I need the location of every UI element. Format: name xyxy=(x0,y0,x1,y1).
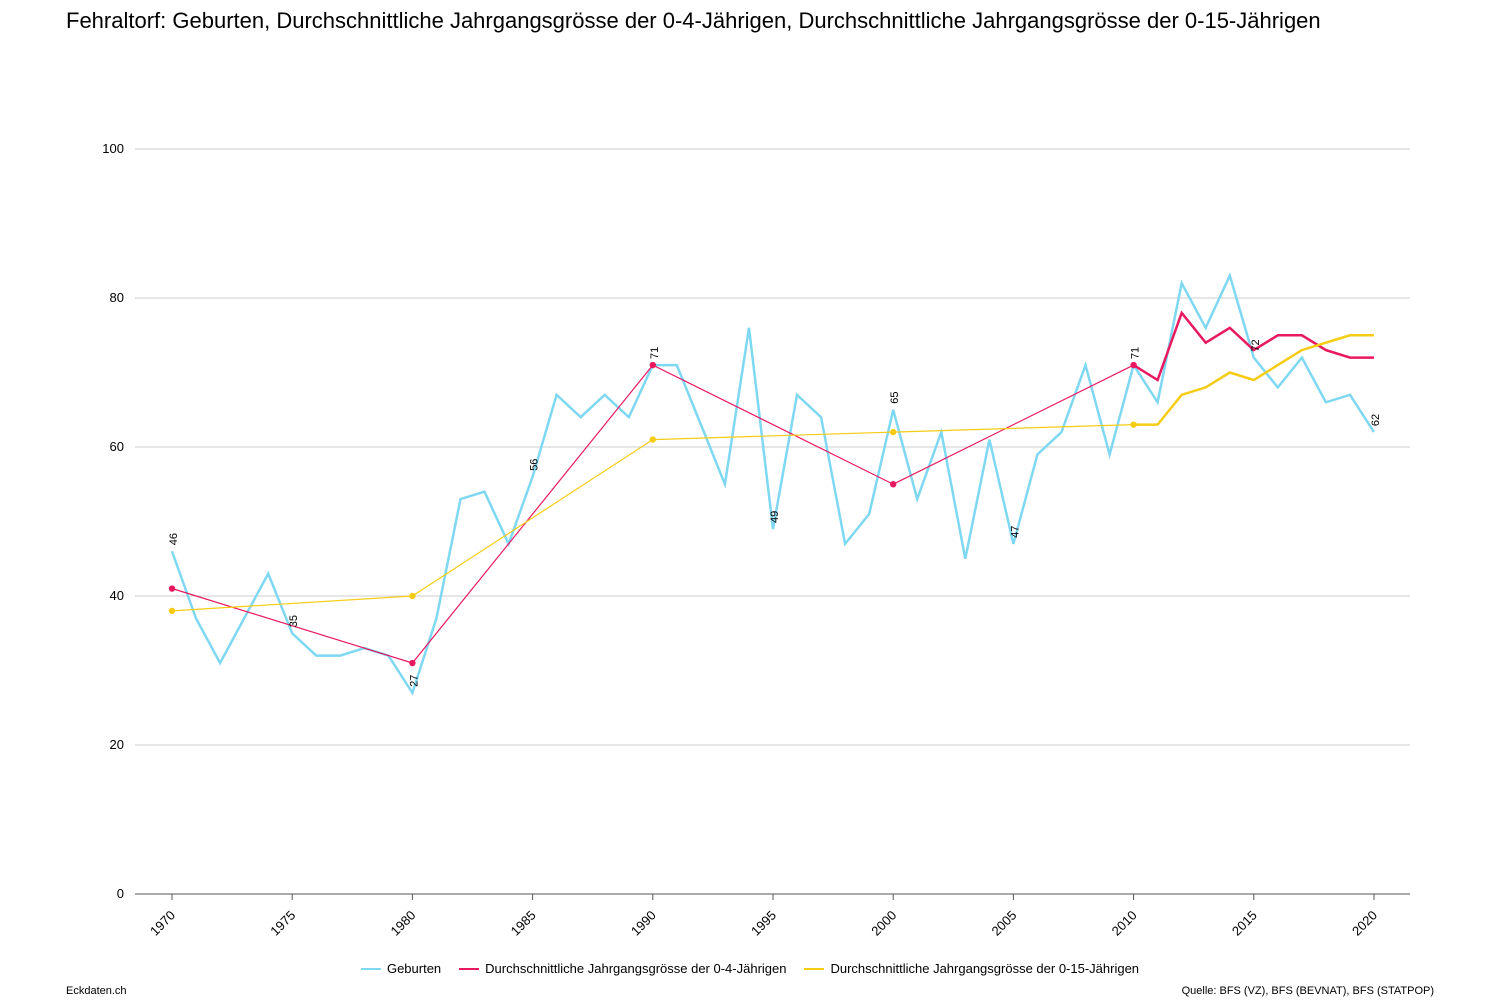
y-tick-label: 60 xyxy=(110,439,124,454)
series-avg-0-15-annual xyxy=(1133,334,1374,426)
data-point-marker xyxy=(409,592,416,600)
data-point-marker xyxy=(1130,421,1137,428)
legend-item-avg-0-15[interactable]: Durchschnittliche Jahrgangsgrösse der 0-… xyxy=(804,961,1139,976)
series-avg-0-4 xyxy=(171,364,1134,664)
legend-swatch-avg-0-15 xyxy=(804,967,825,970)
grid xyxy=(135,148,1410,895)
x-tick-label: 1970 xyxy=(147,908,178,939)
data-point-marker xyxy=(1130,361,1137,369)
legend-swatch-avg-0-4 xyxy=(459,967,480,970)
legend-item-avg-0-4[interactable]: Durchschnittliche Jahrgangsgrösse der 0-… xyxy=(459,961,786,976)
y-tick-label: 80 xyxy=(110,290,124,305)
series-geburten xyxy=(170,272,1376,696)
x-tick-label: 2020 xyxy=(1349,908,1380,939)
footer-source: Quelle: BFS (VZ), BFS (BEVNAT), BFS (STA… xyxy=(1181,985,1434,997)
data-label: 72 xyxy=(1250,339,1262,351)
legend-item-geburten[interactable]: Geburten xyxy=(360,961,442,976)
legend: Geburten Durchschnittliche Jahrgangsgrös… xyxy=(0,961,1500,976)
x-tick-label: 2015 xyxy=(1229,908,1260,939)
y-tick-label: 20 xyxy=(110,737,124,752)
x-tick-label: 1995 xyxy=(748,908,779,939)
data-label: 46 xyxy=(168,533,180,545)
data-labels: 46 35 27 56 71 49 65 47 71 72 62 xyxy=(168,339,1382,686)
legend-label-avg-0-15: Durchschnittliche Jahrgangsgrösse der 0-… xyxy=(830,961,1140,976)
data-point-marker xyxy=(890,481,897,488)
legend-label-geburten: Geburten xyxy=(386,961,442,976)
data-label: 47 xyxy=(1009,526,1021,538)
x-tick-label: 1975 xyxy=(267,908,298,939)
data-label: 49 xyxy=(769,511,781,523)
x-tick-label: 1980 xyxy=(387,908,418,939)
series-avg-0-4-annual xyxy=(1132,310,1374,382)
data-label: 71 xyxy=(1130,347,1142,359)
data-label: 27 xyxy=(408,675,420,687)
footer-brand: Eckdaten.ch xyxy=(66,985,127,997)
axes: 0 20 40 60 80 100 1970 1975 1980 1985 1990 1995 2000… xyxy=(102,141,1380,939)
data-point-marker xyxy=(168,607,176,615)
legend-swatch-geburten xyxy=(360,967,381,970)
data-label: 62 xyxy=(1370,414,1382,426)
x-tick-label: 1990 xyxy=(628,908,659,939)
y-tick-label: 0 xyxy=(117,886,124,901)
data-label: 71 xyxy=(649,347,661,359)
data-label: 35 xyxy=(288,615,300,627)
legend-label-avg-0-4: Durchschnittliche Jahrgangsgrösse der 0-… xyxy=(485,961,787,976)
data-point-marker xyxy=(649,361,656,369)
data-point-marker xyxy=(649,436,656,443)
data-point-marker xyxy=(890,428,897,436)
page-title: Fehraltorf: Geburten, Durchschnittliche … xyxy=(66,8,1321,33)
data-point-marker xyxy=(409,659,416,667)
data-point-marker xyxy=(168,585,176,592)
series-avg-0-15 xyxy=(171,424,1134,612)
series xyxy=(168,272,1376,696)
x-tick-label: 1985 xyxy=(508,908,539,939)
y-tick-label: 40 xyxy=(110,588,124,603)
data-label: 65 xyxy=(889,392,901,404)
x-tick-label: 2010 xyxy=(1109,908,1140,939)
x-tick-label: 2000 xyxy=(868,908,899,939)
data-label: 56 xyxy=(529,459,541,471)
y-tick-label: 100 xyxy=(102,141,124,156)
x-tick-label: 2005 xyxy=(988,908,1019,939)
